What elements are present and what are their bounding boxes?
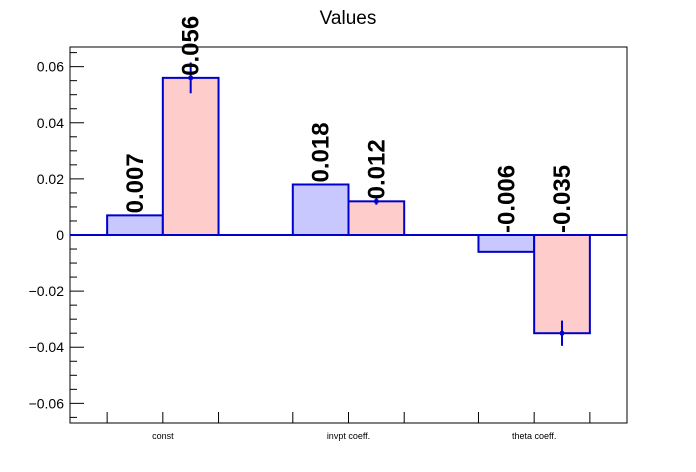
- chart-title: Values: [320, 8, 377, 29]
- data-label: 0.007: [122, 153, 149, 213]
- y-tick-label: 0.06: [37, 59, 64, 75]
- error-marker: [374, 199, 379, 204]
- y-axis: 0.06 0.04 0.02 0 −0.02 −0.04 −0.06: [29, 52, 84, 418]
- y-tick-label: −0.02: [29, 283, 65, 299]
- category-label: const: [152, 431, 174, 441]
- bar: [161, 76, 220, 236]
- data-label: 0.018: [308, 122, 335, 182]
- category-label: theta coeff.: [512, 431, 556, 441]
- bars: [70, 62, 627, 346]
- bar: [533, 234, 591, 335]
- data-label: -0.006: [493, 165, 520, 233]
- y-tick-label: 0.04: [37, 115, 64, 131]
- data-label: -0.035: [549, 165, 576, 233]
- category-label: invpt coeff.: [327, 431, 370, 441]
- data-label: 0.012: [363, 139, 390, 199]
- bar: [291, 183, 350, 236]
- error-marker: [560, 331, 565, 336]
- bar: [106, 214, 164, 237]
- y-tick-label: −0.04: [29, 339, 65, 355]
- y-tick-label: −0.06: [29, 395, 65, 411]
- bar: [347, 200, 406, 236]
- bar: [477, 234, 536, 253]
- x-axis: const invpt coeff. theta coeff.: [106, 412, 591, 441]
- data-label: 0.056: [178, 16, 205, 76]
- error-marker: [188, 75, 193, 80]
- y-tick-label: 0.02: [37, 171, 64, 187]
- data-labels: 0.007 0.018 -0.006 0.056 0.012 -0.035: [122, 16, 576, 233]
- y-tick-label: 0: [56, 227, 64, 243]
